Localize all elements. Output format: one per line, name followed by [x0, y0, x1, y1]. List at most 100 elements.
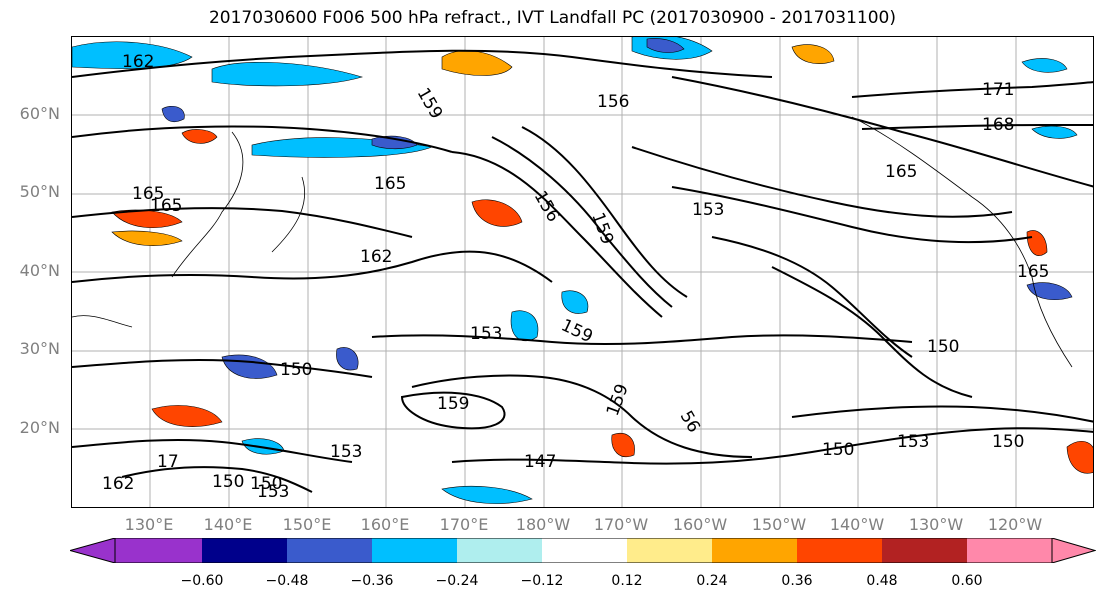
- contour-layer: [72, 49, 1093, 493]
- lon-label-150e: 150°E: [282, 515, 332, 534]
- contour-label: 165: [1017, 262, 1049, 282]
- contour-label: 171: [982, 80, 1014, 100]
- lat-label-60n: 60°N: [19, 104, 60, 123]
- shade-red-2: [611, 433, 635, 457]
- contour-label: 165: [150, 196, 182, 216]
- contour-label: 162: [122, 52, 154, 72]
- contour-label: 153: [692, 200, 724, 220]
- contour-label: 150: [280, 360, 312, 380]
- contour-label: 150: [822, 440, 854, 460]
- lon-label-140e: 140°E: [203, 515, 253, 534]
- shade-blue-11: [1026, 282, 1073, 300]
- contour-label: 153: [257, 482, 289, 502]
- lat-label-20n: 20°N: [19, 418, 60, 437]
- colorbar-tick: −0.48: [265, 573, 309, 589]
- contour-label: 150: [992, 432, 1024, 452]
- shade-blue-1: [211, 62, 364, 87]
- contour-label: 159: [437, 394, 469, 414]
- shade-orange-6: [151, 405, 223, 427]
- contour-label: 150: [212, 472, 244, 492]
- shade-orange-3: [791, 44, 835, 64]
- contour-label: 150: [927, 337, 959, 357]
- colorbar-tick: −0.60: [180, 573, 224, 589]
- shade-darkblue-2: [646, 38, 685, 53]
- contour-label: 159: [413, 85, 447, 123]
- shade-red-1: [471, 199, 523, 227]
- colorbar-segment: [542, 538, 627, 563]
- contour-label: 165: [132, 184, 164, 204]
- colorbar-segment: [967, 538, 1052, 563]
- shade-orange-5: [111, 230, 183, 246]
- colorbar-tick: −0.12: [520, 573, 564, 589]
- contour-label: 156: [597, 92, 629, 112]
- contour-label: 153: [470, 324, 502, 344]
- lat-label-40n: 40°N: [19, 261, 60, 280]
- shade-blue-5: [561, 290, 589, 314]
- map-canvas: 162 159 156 171 168 165 165 165 156 153 …: [72, 37, 1093, 507]
- colorbar-extend-high: [1051, 538, 1096, 563]
- contour-label: 156: [530, 188, 564, 226]
- lon-label-150w: 150°W: [751, 515, 807, 534]
- colorbar-segment: [372, 538, 457, 563]
- colorbar-segment: [202, 538, 287, 563]
- map-title: 2017030600 F006 500 hPa refract., IVT La…: [208, 8, 896, 28]
- lon-label-130e: 130°E: [124, 515, 174, 534]
- contour-label: 56: [676, 408, 704, 437]
- colorbar-tick: 0.48: [866, 573, 898, 589]
- lon-label-170w: 170°W: [593, 515, 649, 534]
- contour-label: 147: [524, 452, 556, 472]
- lon-label-160w: 160°W: [672, 515, 728, 534]
- lon-label-130w: 130°W: [908, 515, 964, 534]
- lon-label-180w: 180°W: [515, 515, 571, 534]
- contour-label: 162: [102, 474, 134, 494]
- lon-label-140w: 140°W: [829, 515, 885, 534]
- colorbar-segment: [797, 538, 882, 563]
- colorbar-extend-low: [70, 538, 116, 563]
- contour-label: 162: [360, 247, 392, 267]
- shade-orange-1: [181, 129, 218, 144]
- contour-label: 17: [157, 452, 179, 472]
- colorbar-segment: [627, 538, 712, 563]
- colorbar-tick: 0.24: [696, 573, 728, 589]
- colorbar-segment: [457, 538, 542, 563]
- shade-blue-9: [441, 485, 533, 504]
- contour-label: 168: [982, 115, 1014, 135]
- shade-blue-12: [1031, 125, 1078, 139]
- lon-label-160e: 160°E: [360, 515, 410, 534]
- contour-label: 153: [897, 432, 929, 452]
- colorbar-segment: [115, 538, 202, 563]
- colorbar-segment: [287, 538, 372, 563]
- lon-label-170e: 170°E: [439, 515, 489, 534]
- colorbar-segment: [712, 538, 797, 563]
- shade-blue-10: [241, 438, 285, 455]
- graticule: [72, 37, 1093, 507]
- colorbar-tick: 0.36: [781, 573, 813, 589]
- colorbar-tick: −0.36: [350, 573, 394, 589]
- map-panel: 162 159 156 171 168 165 165 165 156 153 …: [71, 36, 1094, 508]
- shade-blue-6: [510, 310, 539, 342]
- contour-label: 150: [250, 474, 282, 494]
- shade-blue-nw: [72, 41, 193, 69]
- lon-label-120w: 120°W: [987, 515, 1043, 534]
- shading-layer: [72, 37, 1093, 504]
- coastline-layer: [72, 116, 1073, 368]
- shade-blue-8: [221, 354, 278, 379]
- contour-label: 165: [885, 162, 917, 182]
- colorbar-outline: [114, 538, 1053, 563]
- lat-label-50n: 50°N: [19, 182, 60, 201]
- shade-blue-13: [1021, 58, 1068, 73]
- colorbar-tick: 0.60: [951, 573, 983, 589]
- shade-blue-3: [161, 106, 185, 122]
- contour-label: 153: [330, 442, 362, 462]
- colorbar-tick: −0.24: [435, 573, 479, 589]
- colorbar-tick: 0.12: [611, 573, 643, 589]
- colorbar: [70, 538, 1096, 563]
- shade-darkblue-1: [371, 135, 418, 150]
- lat-label-30n: 30°N: [19, 339, 60, 358]
- shade-orange-8: [1066, 440, 1093, 474]
- shade-orange-2: [441, 50, 513, 76]
- shade-orange-7: [1026, 230, 1048, 256]
- contour-label: 165: [374, 174, 406, 194]
- shade-blue-7: [336, 347, 359, 371]
- colorbar-segment: [882, 538, 967, 563]
